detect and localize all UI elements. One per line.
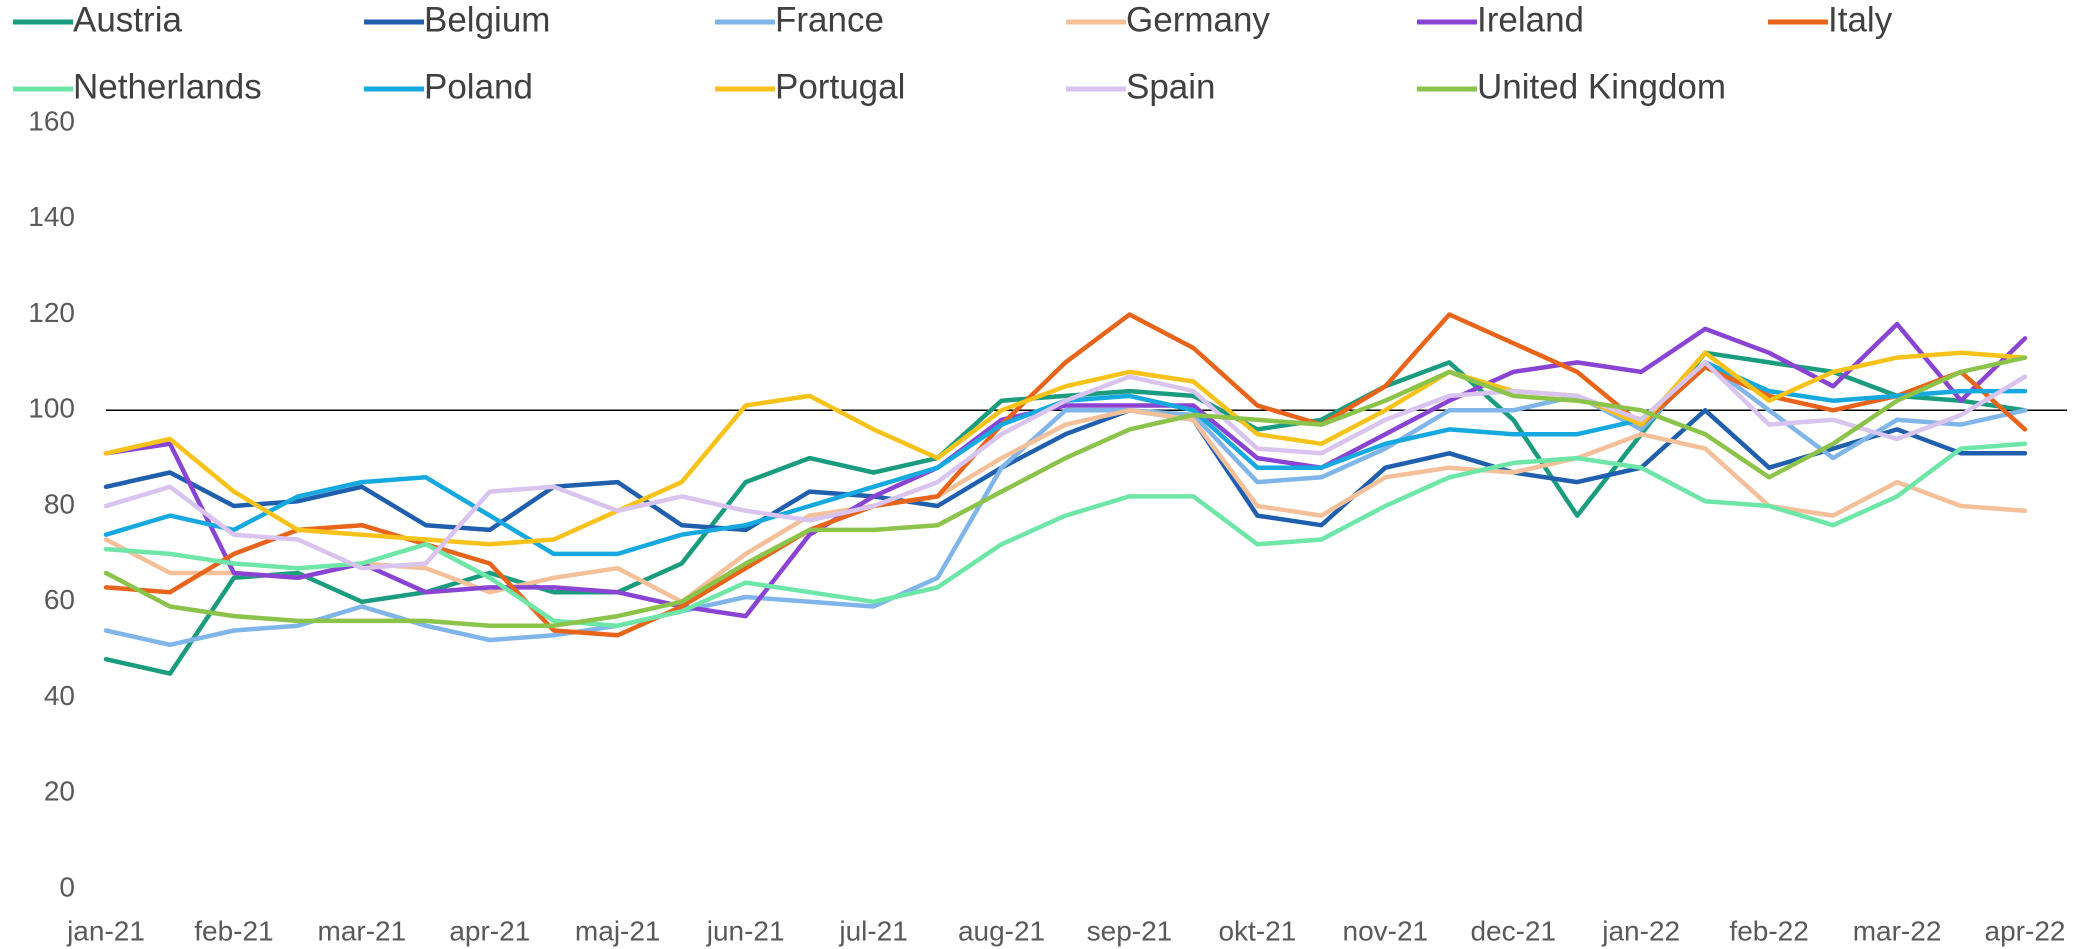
x-tick-label: jan-21 xyxy=(66,915,145,946)
legend-label: Ireland xyxy=(1477,0,1584,39)
legend-label: Spain xyxy=(1126,67,1216,106)
x-tick-label: jul-21 xyxy=(838,915,907,946)
x-tick-label: maj-21 xyxy=(575,915,661,946)
legend-label: France xyxy=(775,0,884,39)
y-tick-label: 0 xyxy=(59,871,75,902)
x-tick-label: okt-21 xyxy=(1218,915,1296,946)
y-tick-label: 60 xyxy=(44,584,75,615)
y-tick-label: 80 xyxy=(44,488,75,519)
legend-label: Belgium xyxy=(424,0,550,39)
x-tick-label: feb-21 xyxy=(194,915,273,946)
x-tick-label: dec-21 xyxy=(1470,915,1556,946)
x-tick-label: aug-21 xyxy=(958,915,1045,946)
x-tick-label: mar-22 xyxy=(1853,915,1942,946)
x-tick-label: nov-21 xyxy=(1343,915,1429,946)
legend-label: United Kingdom xyxy=(1477,67,1726,106)
legend-label: Italy xyxy=(1828,0,1893,39)
legend-label: Portugal xyxy=(775,67,905,106)
series-line xyxy=(103,408,2028,605)
series-line xyxy=(103,350,2028,547)
legend-label: Germany xyxy=(1126,0,1270,39)
y-tick-label: 40 xyxy=(44,680,75,711)
x-tick-label: sep-21 xyxy=(1087,915,1173,946)
legend-label: Poland xyxy=(424,67,533,106)
series-line xyxy=(103,441,2028,628)
x-tick-label: feb-22 xyxy=(1729,915,1808,946)
y-tick-label: 20 xyxy=(44,776,75,807)
x-tick-label: jun-21 xyxy=(706,915,785,946)
x-tick-label: jan-22 xyxy=(1601,915,1680,946)
y-tick-label: 120 xyxy=(28,297,75,328)
series-line xyxy=(103,360,2028,571)
x-tick-label: apr-22 xyxy=(1985,915,2066,946)
legend-label: Netherlands xyxy=(73,67,262,106)
series-line xyxy=(103,408,2028,533)
y-tick-label: 160 xyxy=(28,105,75,136)
series-line xyxy=(103,321,2028,619)
legend-label: Austria xyxy=(73,0,182,39)
x-tick-label: mar-21 xyxy=(318,915,407,946)
x-tick-label: apr-21 xyxy=(449,915,530,946)
y-tick-label: 140 xyxy=(28,201,75,232)
series-line xyxy=(103,355,2028,628)
y-tick-label: 100 xyxy=(28,393,75,424)
